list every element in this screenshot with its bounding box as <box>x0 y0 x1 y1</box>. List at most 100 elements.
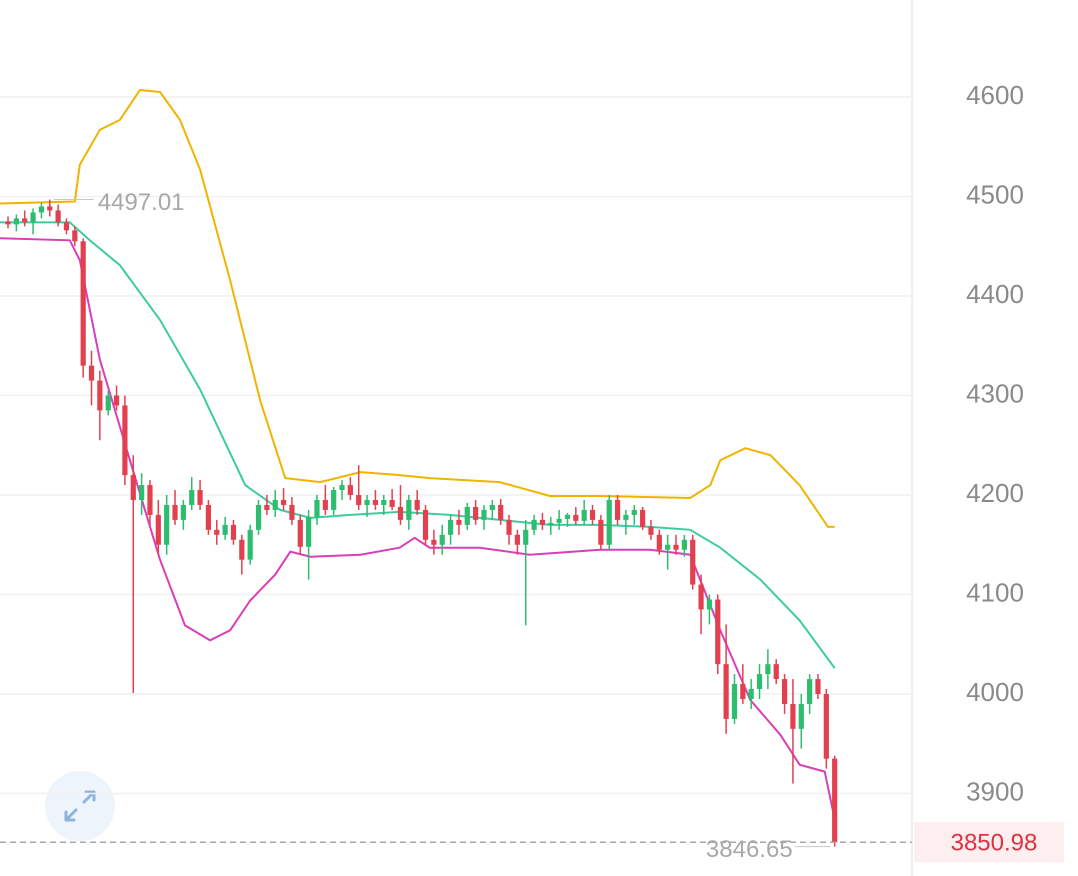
band-line <box>0 88 835 528</box>
y-tick-label: 4400 <box>966 279 1024 309</box>
candle-body <box>389 499 395 507</box>
candle-body <box>673 544 679 550</box>
candle-body <box>740 684 746 699</box>
candle-body <box>756 674 763 690</box>
candle-body <box>72 230 78 242</box>
candle-body <box>589 509 596 520</box>
candle-body <box>197 490 203 505</box>
candle-body <box>506 519 512 535</box>
y-tick-label: 4300 <box>966 378 1024 408</box>
candle-body <box>514 534 520 545</box>
candle-body <box>606 499 612 545</box>
candle-body <box>397 506 404 520</box>
candle-body <box>147 485 153 515</box>
candle-body <box>214 529 220 535</box>
candle-body <box>364 499 370 505</box>
candle-body <box>97 380 103 411</box>
candle-body <box>539 519 546 525</box>
candle-body <box>47 206 53 211</box>
candle-body <box>489 504 495 510</box>
candle-body <box>823 694 829 759</box>
expand-circle[interactable] <box>45 771 115 841</box>
y-tick-label: 4600 <box>966 80 1024 110</box>
expand-button[interactable] <box>45 771 115 841</box>
candle-body <box>155 514 161 545</box>
candle-body <box>456 519 462 525</box>
candle-body <box>5 221 11 225</box>
candle-body <box>790 703 796 729</box>
candle-body <box>63 222 70 231</box>
candle-body <box>798 703 804 729</box>
candle-body <box>439 534 445 545</box>
candle-body <box>631 509 637 515</box>
candle-body <box>598 519 604 545</box>
candle-body <box>414 499 420 510</box>
candle-body <box>548 522 554 525</box>
candle-body <box>22 218 28 223</box>
candle-body <box>464 506 470 525</box>
high-label: 4497.01 <box>98 189 185 216</box>
candle-body <box>815 679 821 695</box>
candle-body <box>88 365 95 381</box>
candle-body <box>205 504 212 530</box>
candle-body <box>297 519 303 547</box>
candle-body <box>573 514 579 521</box>
candle-body <box>30 212 36 223</box>
candle-body <box>164 504 170 545</box>
last-price-label: 3850.98 <box>951 830 1038 857</box>
candle-body <box>55 210 61 223</box>
candle-body <box>422 509 429 540</box>
candle-body <box>372 499 379 505</box>
y-tick-label: 4200 <box>966 478 1024 508</box>
candle-body <box>832 758 838 843</box>
candle-body <box>38 206 45 213</box>
low-label: 3846.65 <box>706 836 793 863</box>
candle-body <box>690 539 696 585</box>
expand-icon[interactable] <box>64 790 96 822</box>
candle-body <box>139 485 145 500</box>
candle-body <box>406 499 412 520</box>
candle-body <box>306 516 312 547</box>
candle-body <box>222 524 228 535</box>
candle-body <box>648 526 654 535</box>
candle-body <box>731 684 738 719</box>
candle-body <box>431 539 437 545</box>
candle-body <box>322 499 328 510</box>
candle-body <box>331 490 337 510</box>
candle-body <box>623 514 629 520</box>
last-price-box <box>914 822 1064 863</box>
candle-body <box>447 519 454 535</box>
candle-body <box>706 599 713 610</box>
candle-body <box>255 504 262 530</box>
candle-body <box>239 539 245 560</box>
candle-body <box>807 679 813 704</box>
candle-body <box>773 664 779 680</box>
candle-body <box>347 485 353 496</box>
candle-body <box>339 485 345 491</box>
candle-body <box>498 504 504 520</box>
candle-body <box>381 499 387 505</box>
candle-body <box>748 689 754 699</box>
candle-body <box>481 509 487 520</box>
candle-body <box>531 519 537 530</box>
candle-body <box>289 504 295 520</box>
candle-body <box>473 506 479 520</box>
candle-body <box>715 599 721 665</box>
candle-body <box>614 499 621 520</box>
candle-body <box>272 499 278 510</box>
candle-body <box>581 509 587 521</box>
candle-body <box>172 504 178 520</box>
candle-body <box>122 405 128 476</box>
candle-body <box>698 584 704 610</box>
candle-body <box>130 475 136 500</box>
band-line <box>0 237 836 820</box>
y-tick-label: 4100 <box>966 577 1024 607</box>
candle-body <box>356 495 362 505</box>
candle-body <box>314 499 320 517</box>
candle-body <box>564 514 571 519</box>
candle-body <box>523 529 529 545</box>
candle-body <box>556 518 562 523</box>
candle-body <box>656 534 662 550</box>
candle-body <box>640 509 646 527</box>
